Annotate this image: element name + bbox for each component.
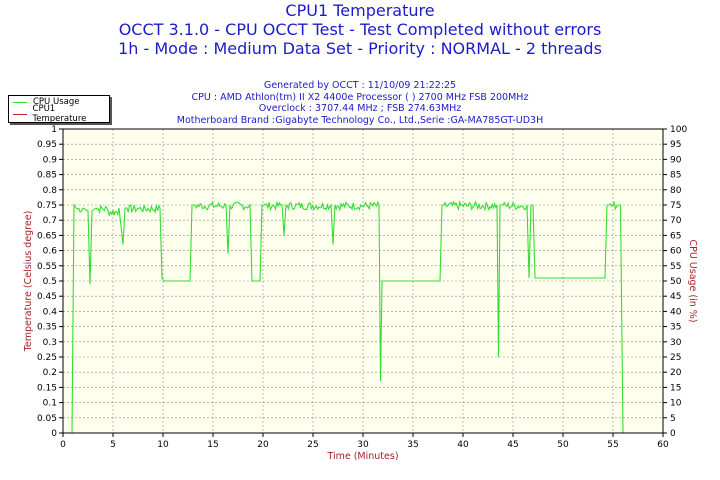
- left-tick-label: 0.15: [37, 383, 57, 393]
- legend-swatch-cpu1-temperature: [13, 113, 27, 115]
- left-axis-ticks: 0 0.05 0.1 0.15 0.2 0.25 0.3 0.35 0.4 0.45 0.5 0.55…: [37, 125, 63, 439]
- left-tick-label: 0.85: [37, 171, 57, 181]
- x-tick-label: 30: [357, 440, 369, 450]
- x-tick-label: 0: [60, 440, 66, 450]
- motherboard-line: Motherboard Brand :Gigabyte Technology C…: [176, 114, 544, 126]
- left-tick-label: 0.4: [43, 307, 58, 317]
- left-axis-label: Temperature (Celsius degree): [23, 211, 34, 353]
- left-tick-label: 0.75: [37, 201, 57, 211]
- right-tick-label: 10: [670, 399, 682, 409]
- right-tick-label: 100: [670, 125, 687, 135]
- left-tick-label: 0.6: [43, 247, 58, 257]
- right-tick-label: 55: [670, 262, 681, 272]
- left-tick-label: 0: [51, 429, 57, 439]
- left-tick-label: 0.55: [37, 262, 57, 272]
- right-tick-label: 15: [670, 383, 681, 393]
- series-layer: [71, 199, 624, 434]
- legend-label-cpu1-temperature: CPU1 Temperature: [32, 104, 87, 124]
- x-axis-label: Time (Minutes): [326, 451, 398, 462]
- right-axis-ticks: 0 5 10 15 20 25 30 35 40 45 50 55 60 65 70 75 80 85 90 95 10…: [663, 125, 687, 439]
- right-tick-label: 85: [670, 171, 681, 181]
- chart-title: CPU1 Temperature: [285, 1, 435, 20]
- right-tick-label: 75: [670, 201, 681, 211]
- left-tick-label: 0.05: [37, 414, 57, 424]
- x-tick-label: 50: [557, 440, 569, 450]
- left-tick-label: 0.95: [37, 140, 57, 150]
- x-tick-label: 35: [407, 440, 418, 450]
- left-tick-label: 0.45: [37, 292, 57, 302]
- left-tick-label: 0.7: [43, 216, 57, 226]
- x-tick-label: 45: [507, 440, 518, 450]
- x-tick-label: 20: [257, 440, 269, 450]
- chart-titles: CPU1 Temperature OCCT 3.1.0 - CPU OCCT T…: [0, 0, 720, 58]
- right-tick-label: 30: [670, 338, 682, 348]
- series-line-cpu-usage: [71, 199, 624, 434]
- x-tick-label: 40: [457, 440, 469, 450]
- left-tick-label: 0.5: [43, 277, 57, 287]
- right-tick-label: 45: [670, 292, 681, 302]
- right-tick-label: 70: [670, 216, 682, 226]
- x-tick-label: 5: [110, 440, 116, 450]
- right-tick-label: 20: [670, 368, 682, 378]
- test-description: OCCT 3.1.0 - CPU OCCT Test - Test Comple…: [118, 20, 602, 39]
- left-tick-label: 0.3: [43, 338, 57, 348]
- left-tick-label: 0.9: [43, 155, 58, 165]
- system-info: Generated by OCCT : 11/10/09 21:22:25 CP…: [0, 80, 720, 126]
- left-tick-label: 0.1: [43, 399, 57, 409]
- right-tick-label: 40: [670, 307, 682, 317]
- legend-label-cpu-usage: CPU Usage: [33, 97, 80, 107]
- right-tick-label: 80: [670, 186, 682, 196]
- x-tick-label: 15: [207, 440, 218, 450]
- left-tick-label: 0.25: [37, 353, 57, 363]
- legend: CPU Usage CPU1 Temperature: [8, 95, 110, 124]
- x-tick-label: 10: [157, 440, 169, 450]
- legend-item-cpu1-temperature: CPU1 Temperature: [9, 104, 109, 124]
- left-tick-label: 0.65: [37, 231, 57, 241]
- x-tick-label: 25: [307, 440, 318, 450]
- overclock-line: Overclock : 3707.44 MHz ; FSB 274.63MHz: [258, 103, 462, 114]
- right-tick-label: 5: [670, 414, 676, 424]
- left-tick-label: 0.2: [43, 368, 57, 378]
- left-tick-label: 0.8: [43, 186, 58, 196]
- test-mode: 1h - Mode : Medium Data Set - Priority :…: [118, 39, 602, 58]
- x-tick-label: 55: [607, 440, 618, 450]
- left-tick-label: 0.35: [37, 323, 57, 333]
- right-tick-label: 95: [670, 140, 681, 150]
- grid-lines: [63, 129, 663, 433]
- cpu-line: CPU : AMD Athlon(tm) II X2 4400e Process…: [191, 91, 529, 103]
- right-tick-label: 35: [670, 323, 681, 333]
- legend-swatch-cpu-usage: [13, 101, 27, 103]
- x-tick-label: 60: [657, 440, 669, 450]
- right-tick-label: 60: [670, 247, 682, 257]
- right-tick-label: 0: [670, 429, 676, 439]
- right-tick-label: 25: [670, 353, 681, 363]
- right-tick-label: 50: [670, 277, 682, 287]
- left-tick-label: 1: [51, 125, 57, 135]
- legend-item-cpu-usage: CPU Usage: [9, 96, 109, 108]
- right-tick-label: 90: [670, 155, 682, 165]
- generated-line: Generated by OCCT : 11/10/09 21:22:25: [263, 80, 457, 91]
- right-axis-label: CPU Usage (in %): [687, 239, 698, 322]
- right-tick-label: 65: [670, 231, 681, 241]
- x-axis-ticks: 0 5 10 15 20 25 30 35 40 45 50 55 60: [60, 433, 669, 450]
